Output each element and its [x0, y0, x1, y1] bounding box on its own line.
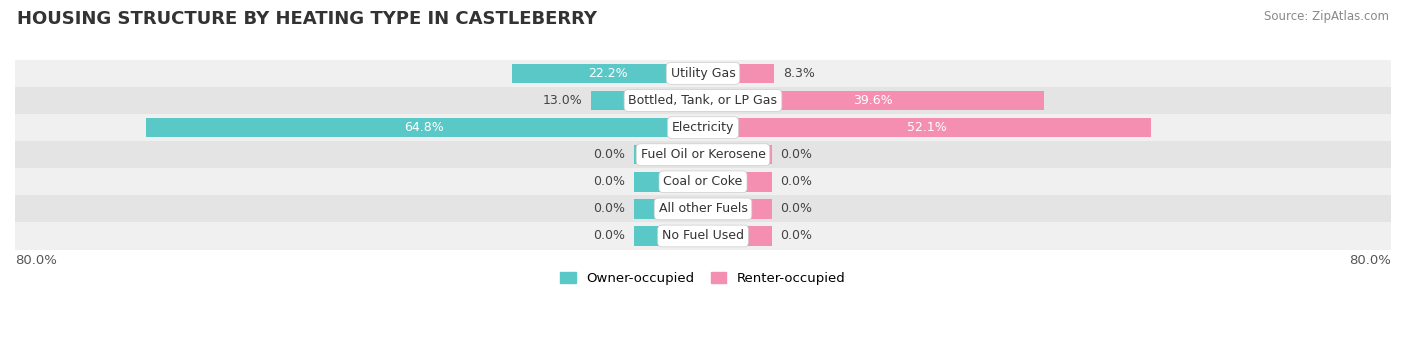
Bar: [703, 199, 772, 219]
Text: 52.1%: 52.1%: [907, 121, 946, 134]
Text: 80.0%: 80.0%: [15, 254, 56, 267]
Text: 8.3%: 8.3%: [783, 67, 815, 80]
Bar: [15, 141, 1391, 168]
Bar: [15, 60, 1391, 87]
Bar: [634, 145, 703, 165]
Text: 0.0%: 0.0%: [593, 202, 626, 216]
Text: 0.0%: 0.0%: [780, 230, 813, 242]
Bar: [146, 118, 703, 137]
Text: 13.0%: 13.0%: [543, 94, 582, 107]
Bar: [512, 64, 703, 83]
Bar: [15, 195, 1391, 222]
Text: 0.0%: 0.0%: [780, 175, 813, 188]
Text: 80.0%: 80.0%: [1350, 254, 1391, 267]
Text: 22.2%: 22.2%: [588, 67, 627, 80]
Bar: [703, 91, 1043, 110]
Text: Source: ZipAtlas.com: Source: ZipAtlas.com: [1264, 10, 1389, 23]
Bar: [634, 172, 703, 191]
Text: Bottled, Tank, or LP Gas: Bottled, Tank, or LP Gas: [628, 94, 778, 107]
Text: 0.0%: 0.0%: [780, 202, 813, 216]
Text: Coal or Coke: Coal or Coke: [664, 175, 742, 188]
Bar: [703, 172, 772, 191]
Bar: [15, 222, 1391, 250]
Bar: [703, 145, 772, 165]
Text: 0.0%: 0.0%: [593, 175, 626, 188]
Text: 64.8%: 64.8%: [405, 121, 444, 134]
Bar: [703, 64, 775, 83]
Bar: [634, 199, 703, 219]
Text: Electricity: Electricity: [672, 121, 734, 134]
Text: 0.0%: 0.0%: [780, 148, 813, 161]
Text: Fuel Oil or Kerosene: Fuel Oil or Kerosene: [641, 148, 765, 161]
Text: Utility Gas: Utility Gas: [671, 67, 735, 80]
Bar: [15, 168, 1391, 196]
Bar: [634, 226, 703, 246]
Text: 39.6%: 39.6%: [853, 94, 893, 107]
Text: No Fuel Used: No Fuel Used: [662, 230, 744, 242]
Text: All other Fuels: All other Fuels: [658, 202, 748, 216]
Text: 0.0%: 0.0%: [593, 148, 626, 161]
Bar: [15, 114, 1391, 141]
Bar: [591, 91, 703, 110]
Bar: [703, 226, 772, 246]
Legend: Owner-occupied, Renter-occupied: Owner-occupied, Renter-occupied: [555, 267, 851, 290]
Bar: [703, 118, 1152, 137]
Bar: [15, 87, 1391, 114]
Text: HOUSING STRUCTURE BY HEATING TYPE IN CASTLEBERRY: HOUSING STRUCTURE BY HEATING TYPE IN CAS…: [17, 10, 598, 28]
Text: 0.0%: 0.0%: [593, 230, 626, 242]
